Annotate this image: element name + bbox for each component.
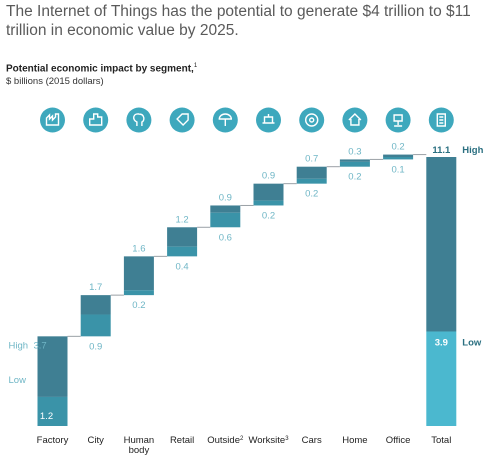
outside-icon-glyph [218,113,233,126]
label-high-cars: 0.7 [305,154,318,165]
bar-low-home [339,161,370,167]
category-label-home: Home [342,435,367,446]
label-low-home: 0.2 [348,172,361,183]
category-footnote-outside: 2 [240,436,244,442]
city-icon [83,107,109,133]
label-low-retail: 0.4 [175,261,188,272]
human-body-icon-glyph [133,113,145,126]
category-label-total: Total [431,435,451,446]
category-label-human-body: Human [124,435,155,446]
bar-low-retail [167,246,198,257]
category-label-factory: Factory [37,435,69,446]
label-low-worksite: 0.2 [262,210,275,221]
range-label-high-left: High [9,340,29,351]
bar-high-home [339,159,370,162]
worksite-icon-glyph [262,114,275,124]
range-label-low-right: Low [462,337,482,348]
bar-low-worksite [253,200,284,206]
label-high-factory: 3.7 [34,340,47,351]
bar-low-factory [37,396,68,426]
city-icon-glyph [89,113,103,126]
category-footnote-worksite: 3 [285,436,289,442]
label-low-total: 3.9 [435,337,448,348]
chart-title-footnote: 1 [193,63,198,69]
chart-title: Potential economic impact by segment,1 [6,63,198,75]
bar-high-factory [37,336,68,397]
retail-icon [169,107,195,133]
bar-low-city [80,314,111,337]
label-high-city: 1.7 [89,282,102,293]
office-icon [385,107,411,133]
label-high-outside: 0.9 [219,192,232,203]
label-low-factory: 1.2 [40,411,53,422]
cars-icon-glyph-hub [309,117,315,123]
category-label-worksite: Worksite3 [248,435,289,446]
home-icon-glyph [348,113,362,126]
bar-high-retail [167,227,198,247]
bar-low-human-body [123,290,154,296]
bar-high-worksite [253,183,284,201]
label-low-office: 0.1 [391,164,404,175]
label-high-total: 11.1 [432,145,451,156]
category-label-office: Office [386,435,411,446]
bar-high-human-body [123,256,154,291]
office-icon-glyph [393,114,403,127]
label-high-home: 0.3 [348,146,361,157]
label-low-cars: 0.2 [305,189,318,200]
chart-subtitle: $ billions (2015 dollars) [6,76,104,87]
category-label-cars: Cars [302,435,322,446]
label-high-human-body: 1.6 [132,243,145,254]
label-high-office: 0.2 [391,142,404,153]
bar-high-total [426,157,457,332]
bar-low-total [426,331,457,426]
bar-low-outside [210,212,241,228]
category-label-city: City [88,435,105,446]
home-icon [342,107,368,133]
bar-high-office [383,154,414,157]
retail-icon-glyph [176,113,189,126]
worksite-icon [256,107,281,133]
category-label-human-body-2: body [129,445,150,456]
headline: The Internet of Things has the potential… [6,3,471,39]
bar-low-cars [296,178,327,184]
label-low-human-body: 0.2 [132,300,145,311]
bar-low-office [383,157,414,160]
range-label-low-left: Low [9,375,27,386]
label-low-city: 0.9 [89,341,102,352]
factory-icon-glyph [45,113,60,126]
range-label-high-right: High [462,145,483,156]
category-label-retail: Retail [170,435,194,446]
total-icon-glyph [436,113,446,127]
bar-high-outside [210,205,241,213]
label-high-worksite: 0.9 [262,171,275,182]
bar-high-city [80,295,111,315]
label-high-retail: 1.2 [175,214,188,225]
cars-icon-glyph [305,113,319,127]
human-body-icon [126,107,152,133]
cars-icon [299,107,325,133]
label-low-outside: 0.6 [219,232,232,243]
category-label-outside: Outside2 [207,435,244,446]
bar-high-cars [296,166,327,179]
